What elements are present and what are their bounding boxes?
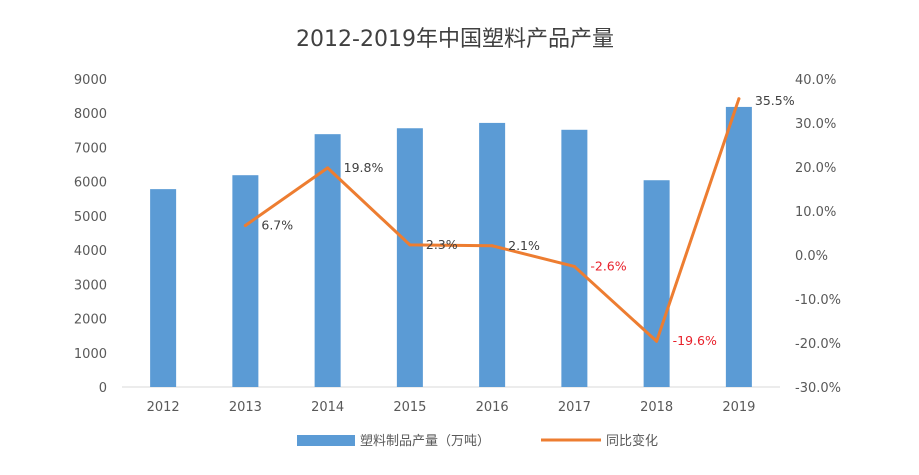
line-point xyxy=(243,224,247,228)
line-point xyxy=(655,339,659,343)
y-left-tick-label: 5000 xyxy=(74,210,107,225)
y-left-tick-label: 8000 xyxy=(74,107,107,122)
y-left-tick-label: 3000 xyxy=(74,278,107,293)
bar xyxy=(643,180,670,387)
right-axis: -30.0% -20.0% -10.0% 0.0% 10.0% 20.0% 30.0% 40.… xyxy=(795,73,841,396)
left-axis: 0 1000 2000 3000 4000 5000 6000 7000 8000 9000 xyxy=(74,73,107,396)
line-point xyxy=(490,244,494,248)
line-point xyxy=(408,243,412,247)
bar xyxy=(725,106,752,388)
x-tick-label: 2016 xyxy=(476,400,509,415)
y-right-tick-label: 10.0% xyxy=(795,205,836,220)
y-right-tick-label: -10.0% xyxy=(795,293,841,308)
x-axis: 2012 2013 2014 2015 2016 2017 2018 2019 xyxy=(122,386,780,415)
line-data-label: 19.8% xyxy=(344,160,384,175)
y-right-tick-label: 40.0% xyxy=(795,73,836,88)
line-point xyxy=(572,264,576,268)
bar xyxy=(314,134,341,387)
y-left-tick-label: 6000 xyxy=(74,176,107,191)
line-data-label: -19.6% xyxy=(673,333,717,348)
line-data-label: 6.7% xyxy=(261,218,293,233)
line-data-label: 2.1% xyxy=(508,238,540,253)
data-labels: 6.7% 19.8% 2.3% 2.1% -2.6% -19.6% 35.5% xyxy=(261,93,794,348)
x-tick-label: 2018 xyxy=(640,400,673,415)
x-tick-label: 2014 xyxy=(311,400,344,415)
bar xyxy=(561,129,588,388)
bar xyxy=(396,128,423,387)
y-left-tick-label: 7000 xyxy=(74,141,107,156)
x-tick-label: 2015 xyxy=(393,400,426,415)
bar-series xyxy=(150,106,752,388)
legend-swatch-bars xyxy=(297,435,355,446)
y-right-tick-label: 30.0% xyxy=(795,117,836,132)
x-tick-label: 2013 xyxy=(229,400,262,415)
legend-label-bars: 塑料制品产量（万吨） xyxy=(360,434,490,449)
y-right-tick-label: -20.0% xyxy=(795,337,841,352)
bar xyxy=(479,122,506,388)
y-left-tick-label: 1000 xyxy=(74,347,107,362)
x-tick-label: 2012 xyxy=(147,400,180,415)
legend: 塑料制品产量（万吨） 同比变化 xyxy=(297,433,658,449)
y-right-tick-label: 0.0% xyxy=(795,249,828,264)
y-right-tick-label: -30.0% xyxy=(795,381,841,396)
x-tick-label: 2017 xyxy=(558,400,591,415)
y-left-tick-label: 0 xyxy=(99,381,107,396)
y-right-tick-label: 20.0% xyxy=(795,161,836,176)
line-data-label: -2.6% xyxy=(590,258,626,273)
line-series xyxy=(243,97,741,343)
line-point xyxy=(326,166,330,170)
bar xyxy=(150,189,177,387)
bar xyxy=(232,175,259,387)
y-left-tick-label: 9000 xyxy=(74,73,107,88)
line-point xyxy=(737,97,741,101)
legend-label-line: 同比变化 xyxy=(606,433,658,449)
y-left-tick-label: 2000 xyxy=(74,313,107,328)
y-left-tick-label: 4000 xyxy=(74,244,107,259)
line-data-label: 2.3% xyxy=(426,237,458,252)
line-data-label: 35.5% xyxy=(755,93,795,108)
x-tick-label: 2019 xyxy=(722,400,755,415)
chart-title: 2012-2019年中国塑料产品产量 xyxy=(296,27,614,52)
